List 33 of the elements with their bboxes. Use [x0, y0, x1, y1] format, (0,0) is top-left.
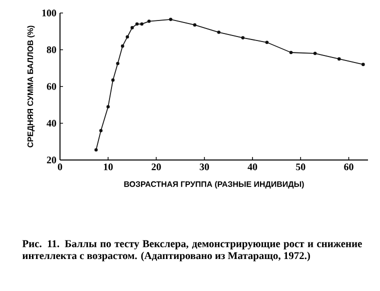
- y-tick-label: 40: [46, 120, 56, 127]
- point: [147, 20, 151, 23]
- point: [169, 18, 172, 22]
- x-tick-label: 20: [152, 164, 161, 170]
- text: Рис. 11. Баллы по тесту Векслера, демонстрирующие рост и снижение интеллекта с возрастом. (Адаптировано из Матаращо, 1972.): [22, 240, 362, 262]
- point: [140, 22, 144, 26]
- point: [362, 62, 365, 66]
- x-tick-label: 30: [200, 164, 209, 170]
- point: [289, 50, 293, 54]
- x-tick-label: 0: [58, 164, 62, 170]
- point: [337, 57, 341, 61]
- point: [135, 22, 139, 26]
- x-tick-label: 60: [344, 164, 354, 170]
- point: [120, 44, 124, 48]
- point: [99, 128, 103, 132]
- x-tick-label: 50: [296, 164, 306, 170]
- y-tick-label: 20: [46, 156, 56, 164]
- point: [217, 30, 220, 34]
- point: [106, 105, 110, 108]
- x-tick-label: 40: [248, 164, 258, 170]
- point: [94, 148, 98, 152]
- x-tick-label: 10: [104, 164, 113, 170]
- point: [313, 52, 317, 56]
- point: [126, 35, 130, 39]
- y-tick-label: 80: [46, 46, 56, 54]
- point: [193, 23, 196, 27]
- point: [116, 62, 120, 66]
- point: [130, 26, 134, 30]
- point: [111, 78, 115, 82]
- y-tick-label: 60: [46, 83, 56, 90]
- y-tick-label: 100: [42, 10, 56, 16]
- point: [265, 40, 269, 44]
- point: [241, 36, 245, 40]
